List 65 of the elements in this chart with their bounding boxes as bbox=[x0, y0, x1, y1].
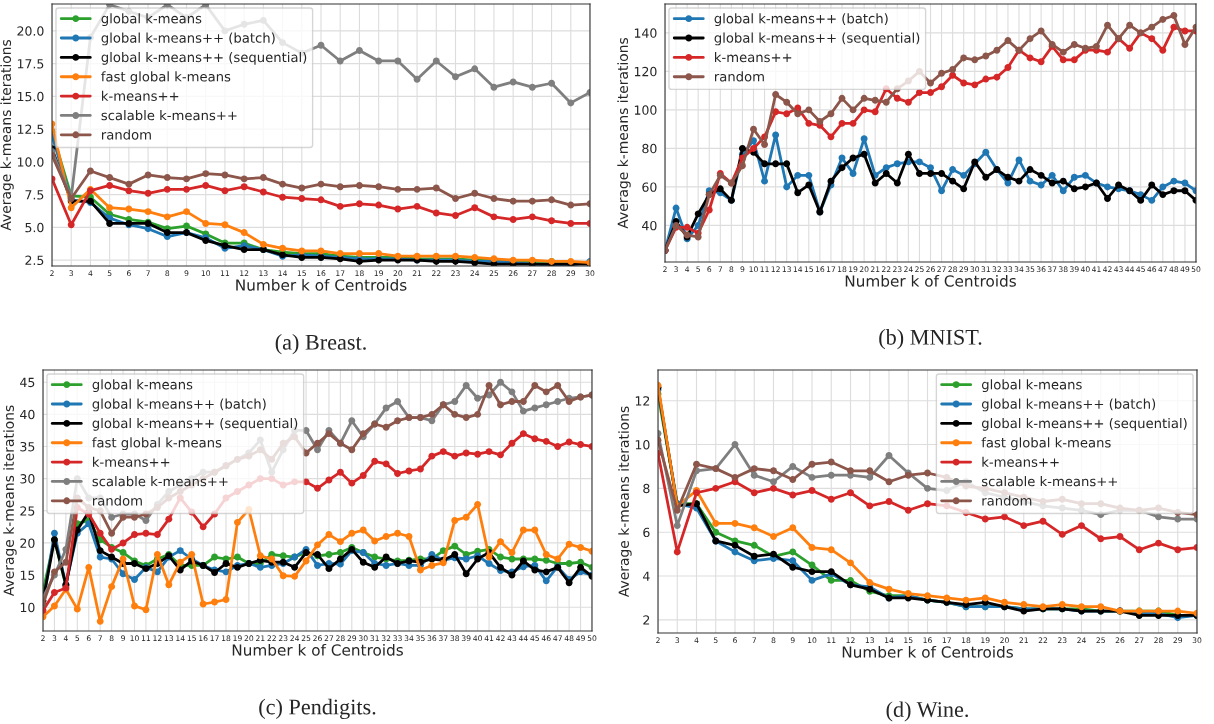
legend-label: global k-means++ (batch) bbox=[92, 398, 266, 412]
y-axis-title: Average k-means iterations bbox=[618, 406, 632, 598]
y-tick-label: 12 bbox=[635, 396, 650, 406]
y-tick-label: 100 bbox=[634, 105, 657, 115]
legend-label: global k-means++ (sequential) bbox=[101, 51, 307, 65]
y-tick-label: 15.0 bbox=[17, 91, 44, 102]
legend-label: global k-means bbox=[101, 13, 202, 27]
y-tick-label: 40 bbox=[642, 220, 657, 231]
legend-label: random bbox=[93, 495, 142, 506]
legend-label: k-means++ bbox=[102, 90, 179, 101]
y-tick-label: 8 bbox=[643, 483, 650, 494]
y-tick-label: 30 bbox=[20, 474, 35, 484]
y-axis-title: Average k-means iterations bbox=[617, 37, 631, 229]
y-tick-label: 20 bbox=[20, 538, 35, 548]
y-tick-label: 4 bbox=[643, 571, 650, 581]
legend-label: fast global k-means bbox=[981, 437, 1111, 451]
y-tick-label: 6 bbox=[643, 527, 650, 538]
text: (b) MNIST. bbox=[879, 329, 982, 350]
y-tick-label: 2.5 bbox=[25, 255, 44, 266]
legend-label: k-means++ bbox=[715, 51, 792, 63]
legend-label: global k-means++ (batch) bbox=[714, 13, 888, 27]
legend-label: fast global k-means bbox=[101, 71, 231, 85]
y-axis-title: Average k-means iterations bbox=[0, 39, 14, 231]
y-tick-label: 2 bbox=[643, 615, 650, 625]
y-tick-label: 17.5 bbox=[17, 59, 44, 69]
text: (c) Pendigits. bbox=[259, 698, 376, 720]
x-axis-title: Number k of Centroids bbox=[232, 643, 403, 656]
y-tick-label: 35 bbox=[20, 441, 35, 452]
legend-label: global k-means++ (sequential) bbox=[981, 417, 1187, 431]
y-tick-label: 12.5 bbox=[17, 124, 44, 135]
legend-label: fast global k-means bbox=[92, 437, 222, 451]
legend-label: global k-means++ (batch) bbox=[981, 398, 1156, 412]
legend-label: random bbox=[102, 129, 151, 140]
y-tick-label: 10.0 bbox=[17, 157, 44, 167]
y-axis-title: Average k-means iterations bbox=[3, 405, 17, 597]
y-tick-label: 20.0 bbox=[17, 26, 44, 36]
legend-label: random bbox=[982, 495, 1032, 506]
x-axis-title: Number k of Centroids bbox=[236, 278, 407, 291]
legend-label: random bbox=[715, 71, 764, 82]
legend-label: k-means++ bbox=[93, 456, 170, 467]
legend-label: scalable k-means++ bbox=[92, 476, 228, 487]
y-tick-label: 45 bbox=[20, 377, 35, 388]
y-tick-label: 80 bbox=[642, 143, 657, 154]
legend-label: global k-means++ (batch) bbox=[101, 32, 275, 46]
x-axis-title: Number k of Centroids bbox=[842, 645, 1013, 658]
x-axis-title: Number k of Centroids bbox=[845, 274, 1016, 287]
text: (d) Wine. bbox=[886, 701, 968, 722]
y-tick-label: 15 bbox=[20, 570, 35, 580]
legend-label: global k-means bbox=[981, 379, 1082, 393]
y-tick-label: 60 bbox=[642, 182, 657, 192]
y-tick-label: 40 bbox=[20, 409, 35, 420]
legend-label: k-means++ bbox=[982, 456, 1059, 467]
y-tick-label: 7.5 bbox=[25, 190, 44, 200]
y-tick-label: 120 bbox=[634, 66, 657, 77]
legend-label: scalable k-means++ bbox=[101, 110, 237, 121]
legend-label: global k-means bbox=[92, 379, 193, 393]
y-tick-label: 10 bbox=[20, 602, 35, 613]
legend-label: global k-means++ (sequential) bbox=[92, 417, 298, 431]
y-tick-label: 5.0 bbox=[25, 222, 44, 233]
y-tick-label: 140 bbox=[634, 28, 657, 38]
y-tick-label: 25 bbox=[20, 506, 35, 516]
legend-label: global k-means++ (sequential) bbox=[714, 32, 920, 46]
y-tick-label: 10 bbox=[635, 439, 650, 450]
legend-label: scalable k-means++ bbox=[981, 476, 1117, 487]
text: (a) Breast. bbox=[275, 334, 366, 355]
